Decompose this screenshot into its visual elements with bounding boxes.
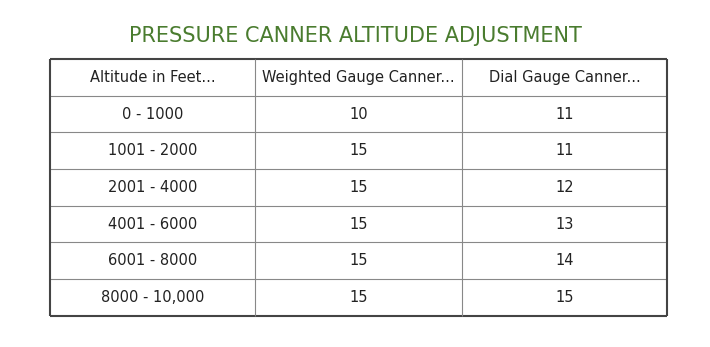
- Text: Weighted Gauge Canner...: Weighted Gauge Canner...: [262, 70, 455, 85]
- Text: 15: 15: [349, 217, 368, 231]
- Text: 0 - 1000: 0 - 1000: [122, 107, 183, 121]
- Text: 8000 - 10,000: 8000 - 10,000: [101, 290, 204, 305]
- Text: PRESSURE CANNER ALTITUDE ADJUSTMENT: PRESSURE CANNER ALTITUDE ADJUSTMENT: [129, 26, 581, 46]
- Text: 6001 - 8000: 6001 - 8000: [108, 253, 197, 268]
- Text: 15: 15: [349, 143, 368, 158]
- Text: 15: 15: [349, 290, 368, 305]
- Text: 15: 15: [349, 253, 368, 268]
- Text: 2001 - 4000: 2001 - 4000: [108, 180, 197, 195]
- Text: 11: 11: [555, 143, 574, 158]
- Text: 10: 10: [349, 107, 368, 121]
- Text: 13: 13: [555, 217, 574, 231]
- Text: Altitude in Feet...: Altitude in Feet...: [89, 70, 215, 85]
- Text: 14: 14: [555, 253, 574, 268]
- Text: Dial Gauge Canner...: Dial Gauge Canner...: [488, 70, 640, 85]
- Text: 15: 15: [555, 290, 574, 305]
- Text: 11: 11: [555, 107, 574, 121]
- Text: 12: 12: [555, 180, 574, 195]
- Text: 1001 - 2000: 1001 - 2000: [108, 143, 197, 158]
- Text: 4001 - 6000: 4001 - 6000: [108, 217, 197, 231]
- Text: 15: 15: [349, 180, 368, 195]
